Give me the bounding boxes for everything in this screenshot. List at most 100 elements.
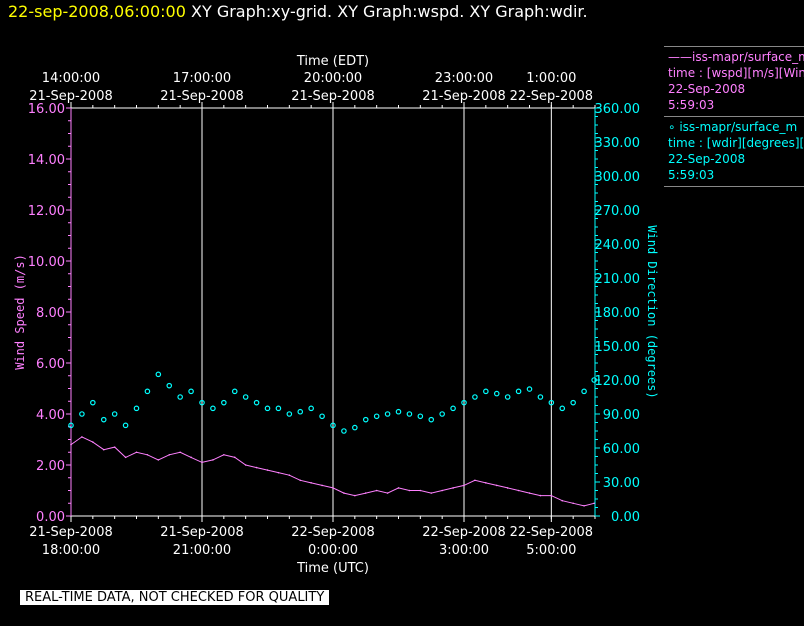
x-top-tick-label-time: 17:00:00 [173, 71, 231, 86]
y-right-axis-title: Wind Direction (degrees) [645, 225, 659, 398]
y-right-tick-label: 360.00 [595, 102, 641, 117]
wdir-point [188, 388, 194, 395]
wspd-point [506, 487, 509, 489]
wspd-point [190, 456, 192, 459]
wspd-point [408, 489, 411, 492]
wspd-point [419, 489, 422, 492]
wdir-point [133, 405, 140, 412]
x-top-tick-label-date: 21-Sep-2008 [291, 89, 375, 104]
wdir-point [526, 386, 533, 392]
wdir-point [199, 399, 205, 406]
wspd-point [539, 494, 542, 497]
wdir-point [515, 388, 522, 395]
x-tick-label-date: 21-Sep-2008 [160, 525, 244, 540]
legend-entry-wdir: ∘ iss-mapr/surface_m time : [wdir][degre… [664, 116, 804, 187]
wdir-point [319, 413, 325, 420]
y-left-tick-label: 4.00 [36, 408, 65, 423]
wspd-point [364, 492, 367, 494]
legend-series-name: iss-mapr/surface_m [692, 50, 804, 64]
y-left-axis-title: Wind Speed (m/s) [13, 254, 27, 370]
wdir-point [384, 411, 391, 417]
wdir-point [395, 408, 402, 415]
wspd-point [277, 471, 280, 474]
wdir-point [253, 399, 260, 406]
y-right-tick-label: 180.00 [595, 306, 641, 321]
wdir-point [210, 405, 216, 412]
wdir-point [483, 388, 489, 395]
wspd-point [517, 489, 520, 492]
wdir-point [504, 394, 511, 400]
wdir-point [177, 394, 183, 400]
wspd-point [113, 446, 116, 448]
wdir-point [472, 394, 478, 400]
legend-date: 22-Sep-2008 [668, 152, 746, 166]
wspd-point [430, 492, 433, 494]
x-tick-label-date: 22-Sep-2008 [510, 525, 594, 540]
y-left-tick-label: 0.00 [36, 510, 65, 525]
wdir-point [428, 416, 435, 423]
wspd-point [485, 482, 487, 484]
wdir-point [297, 408, 304, 415]
y-right-tick-label: 300.00 [595, 170, 641, 185]
wdir-point [166, 382, 173, 389]
wdir-point [221, 399, 227, 406]
wspd-point [299, 479, 302, 482]
legend-time: 5:59:03 [668, 98, 715, 112]
x-top-tick-label-date: 21-Sep-2008 [422, 89, 506, 104]
y-right-tick-label: 90.00 [603, 408, 640, 423]
wdir-point [68, 422, 74, 429]
wspd-point [157, 459, 160, 461]
wdir-point [330, 422, 336, 429]
wspd-point [201, 461, 203, 464]
legend-date: 22-Sep-2008 [668, 82, 746, 96]
wspd-point [593, 502, 595, 505]
legend-desc: time : [wdir][degrees][W [668, 136, 804, 150]
wspd-point [441, 489, 443, 492]
x-top-tick-label-time: 23:00:00 [435, 71, 493, 86]
y-left-tick-label: 6.00 [36, 357, 65, 372]
wspd-point [81, 436, 83, 438]
wspd-point [452, 487, 454, 489]
wspd-point [223, 454, 225, 456]
wspd-point [244, 464, 247, 466]
wdir-point [122, 422, 129, 429]
wspd-point [474, 479, 476, 482]
wdir-point [286, 411, 293, 417]
wdir-point [548, 399, 555, 406]
wspd-point [102, 448, 105, 451]
wdir-point [352, 424, 358, 431]
y-right-tick-label: 270.00 [595, 204, 641, 219]
wspd-point [233, 456, 236, 459]
wdir-point [155, 371, 162, 378]
wdir-point [341, 428, 347, 434]
y-left-tick-label: 8.00 [36, 306, 65, 321]
x-tick-label-time: 5:00:00 [526, 543, 576, 558]
wdir-point [90, 399, 96, 406]
wspd-point [386, 492, 389, 494]
y-left-tick-label: 2.00 [36, 459, 65, 474]
wspd-point [550, 494, 553, 497]
wdir-point [417, 413, 424, 420]
x-axis-title-edt: Time (EDT) [296, 54, 369, 69]
wdir-point [308, 405, 314, 412]
wspd-point [332, 487, 334, 489]
wspd-point [572, 502, 574, 505]
wdir-point [264, 405, 271, 412]
x-top-tick-label-time: 14:00:00 [42, 71, 100, 86]
wdir-point [581, 388, 587, 395]
wspd-point [212, 459, 214, 461]
y-right-tick-label: 330.00 [595, 136, 641, 151]
legend-desc: time : [wspd][m/s][Wind [668, 66, 804, 80]
wdir-point [362, 416, 369, 423]
wspd-point [179, 451, 181, 454]
wspd-point [343, 492, 345, 494]
wspd-point [463, 484, 465, 487]
x-top-tick-label-date: 21-Sep-2008 [29, 89, 113, 104]
legend-circle-symbol: ∘ [668, 120, 676, 134]
wdir-point [537, 394, 544, 400]
x-top-tick-label-date: 21-Sep-2008 [160, 89, 244, 104]
wdir-point [242, 394, 249, 400]
y-right-tick-label: 0.00 [611, 510, 640, 525]
wdir-point [100, 416, 107, 423]
wdir-point [231, 388, 238, 395]
